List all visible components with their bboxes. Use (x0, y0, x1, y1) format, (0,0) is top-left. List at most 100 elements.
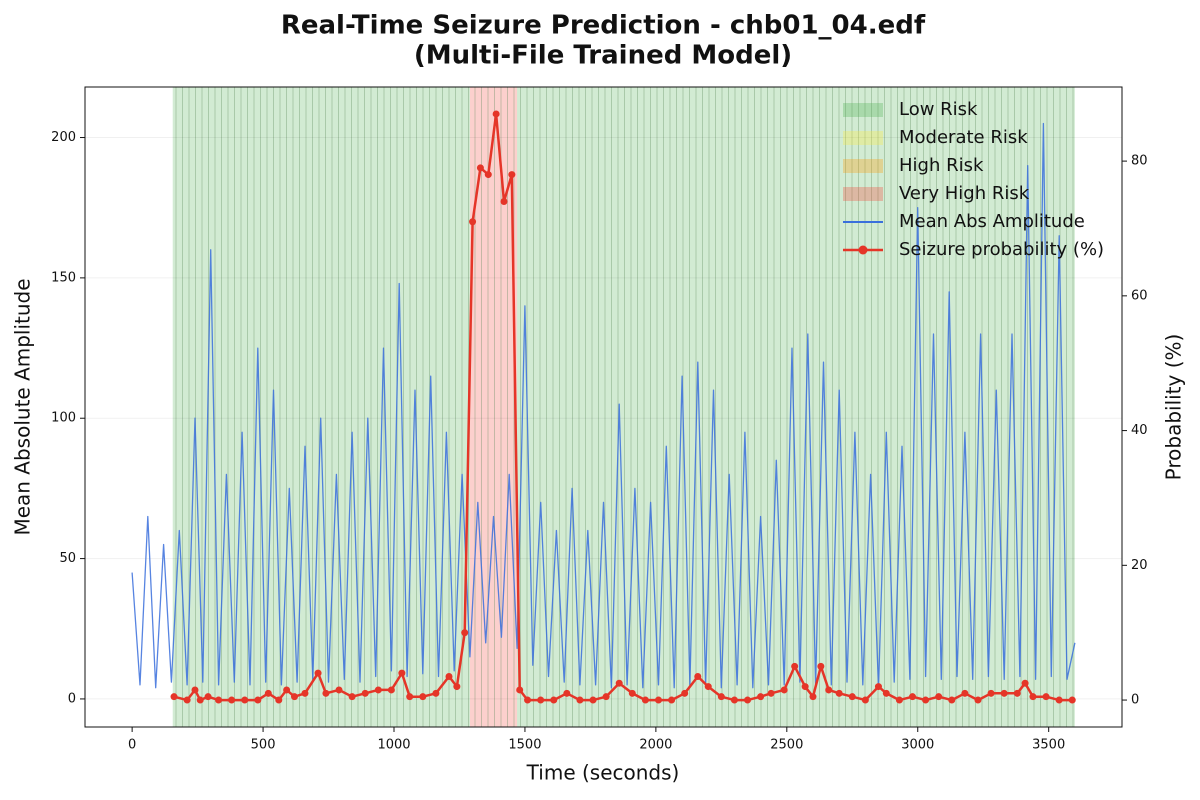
x-tick-label: 1500 (508, 738, 541, 753)
series-marker (602, 693, 610, 701)
series-marker (453, 683, 461, 691)
x-tick-label: 3500 (1032, 738, 1065, 753)
series-marker (228, 696, 236, 704)
legend-patch (843, 187, 883, 201)
series-marker (290, 693, 298, 701)
x-tick-label: 500 (251, 738, 276, 753)
y-tick-label: 100 (51, 411, 76, 426)
series-marker (835, 689, 843, 697)
series-marker (1000, 689, 1008, 697)
legend-label: High Risk (899, 155, 984, 176)
series-marker (948, 696, 956, 704)
series-marker (668, 696, 676, 704)
series-marker (524, 696, 532, 704)
series-marker (500, 198, 508, 206)
series-marker (196, 696, 204, 704)
series-marker (767, 689, 775, 697)
series-marker (589, 696, 597, 704)
series-marker (641, 696, 649, 704)
series-marker (987, 689, 995, 697)
series-marker (780, 686, 788, 694)
y2-tick-label: 0 (1131, 693, 1139, 708)
series-marker (563, 689, 571, 697)
series-marker (445, 672, 453, 680)
legend-marker (858, 245, 868, 255)
legend-patch (843, 159, 883, 173)
x-axis-label: Time (seconds) (526, 761, 680, 785)
legend-label: Moderate Risk (899, 127, 1028, 148)
y-tick-label: 150 (51, 270, 76, 285)
series-marker (484, 171, 492, 179)
series-marker (264, 689, 272, 697)
x-tick-label: 2000 (639, 738, 672, 753)
series-marker (757, 693, 765, 701)
series-marker (861, 696, 869, 704)
series-marker (241, 696, 249, 704)
series-marker (476, 164, 484, 172)
legend-label: Seizure probability (%) (899, 239, 1104, 260)
series-marker (1013, 689, 1021, 697)
series-marker (791, 662, 799, 670)
series-marker (406, 693, 414, 701)
series-marker (882, 689, 890, 697)
series-marker (387, 686, 395, 694)
y-axis-label: Mean Absolute Amplitude (11, 278, 35, 535)
legend-label: Very High Risk (899, 183, 1030, 204)
series-marker (1042, 693, 1050, 701)
risk-region-stripes (172, 87, 470, 727)
series-marker (322, 689, 330, 697)
legend-label: Mean Abs Amplitude (899, 211, 1085, 232)
series-marker (717, 693, 725, 701)
series-marker (516, 686, 524, 694)
legend-patch (843, 131, 883, 145)
series-marker (817, 662, 825, 670)
series-marker (654, 696, 662, 704)
series-marker (1021, 679, 1029, 687)
x-tick-label: 3000 (901, 738, 934, 753)
series-marker (974, 696, 982, 704)
series-marker (704, 683, 712, 691)
series-marker (361, 689, 369, 697)
series-marker (801, 683, 809, 691)
series-marker (461, 629, 469, 637)
series-marker (254, 696, 262, 704)
series-marker (492, 110, 500, 118)
plot-area (85, 87, 1122, 727)
series-marker (170, 693, 178, 701)
series-marker (874, 683, 882, 691)
series-marker (615, 679, 623, 687)
y2-tick-label: 80 (1131, 154, 1148, 169)
y-tick-label: 200 (51, 130, 76, 145)
series-marker (335, 686, 343, 694)
series-marker (848, 693, 856, 701)
series-marker (1055, 696, 1063, 704)
series-marker (961, 689, 969, 697)
series-marker (537, 696, 545, 704)
series-marker (935, 693, 943, 701)
series-marker (628, 689, 636, 697)
series-marker (348, 693, 356, 701)
series-marker (191, 686, 199, 694)
series-marker (809, 693, 817, 701)
series-marker (508, 171, 516, 179)
series-marker (1068, 696, 1076, 704)
series-marker (825, 686, 833, 694)
legend-patch (843, 103, 883, 117)
axes-frame (84, 86, 1123, 728)
chart-subtitle: (Multi-File Trained Model) (414, 41, 792, 71)
y2-axis-label: Probability (%) (1162, 334, 1186, 481)
legend-label: Low Risk (899, 99, 978, 120)
series-marker (909, 693, 917, 701)
series-marker (419, 693, 427, 701)
series-marker (432, 689, 440, 697)
series-marker (204, 693, 212, 701)
series-marker (744, 696, 752, 704)
series-marker (275, 696, 283, 704)
series-marker (576, 696, 584, 704)
series-marker (215, 696, 223, 704)
series-marker (374, 686, 382, 694)
series-marker (730, 696, 738, 704)
series-marker (922, 696, 930, 704)
series-marker (550, 696, 558, 704)
